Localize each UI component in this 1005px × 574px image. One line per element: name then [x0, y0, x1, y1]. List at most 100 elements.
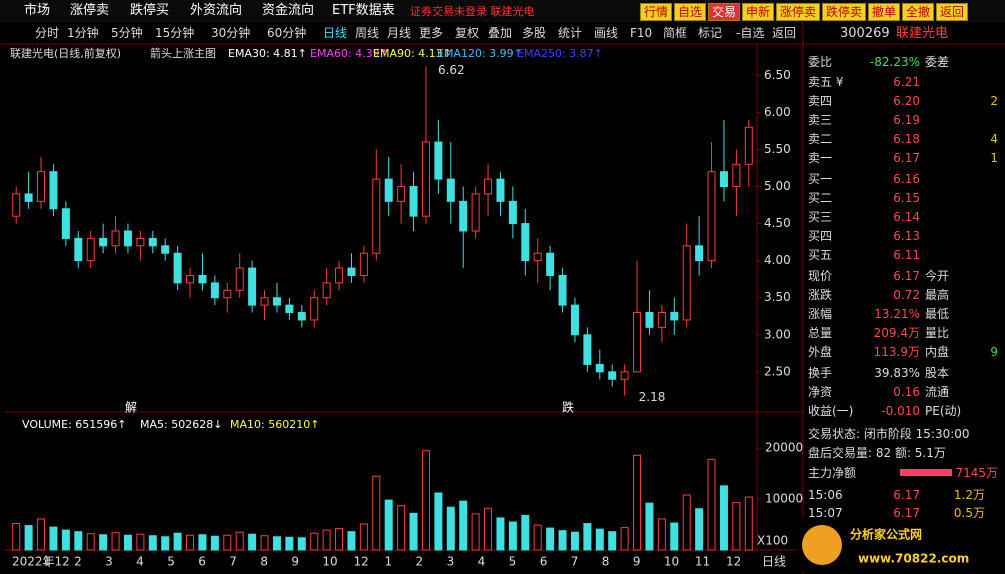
panel-cell: 6.13 — [893, 229, 920, 243]
candle-body — [235, 267, 244, 291]
candle-body — [633, 312, 642, 373]
candle-body — [595, 363, 604, 373]
menu-item[interactable]: 市场 — [24, 3, 51, 18]
toolbar-button[interactable]: 申新 — [742, 3, 775, 21]
ema-label: EMA60: 4.39↑ — [310, 47, 389, 60]
menu-item[interactable]: 涨停卖 — [70, 3, 110, 18]
candle-body — [645, 312, 654, 328]
volume-bar — [99, 534, 108, 551]
tool-button[interactable]: 叠加 — [488, 26, 513, 40]
x-tick-label: 5 — [509, 555, 517, 569]
x-tick-label: 2 — [74, 555, 82, 569]
toolbar-button[interactable]: 行情 — [640, 3, 673, 21]
stock-code: 300269 — [840, 26, 890, 41]
tool-button[interactable]: 画线 — [594, 26, 619, 40]
candle-body — [583, 334, 592, 365]
volume-bar — [695, 508, 704, 551]
x-tick-label: 4 — [136, 555, 144, 569]
tool-button[interactable]: 简框 — [663, 26, 688, 40]
volume-bar — [471, 513, 480, 551]
tool-button[interactable]: 复权 — [455, 26, 480, 40]
y-tick-label: 4.00 — [764, 253, 791, 267]
volume-bar — [409, 512, 418, 551]
toolbar-button[interactable]: 返回 — [936, 3, 969, 21]
tool-button[interactable]: 返回 — [772, 26, 797, 40]
x-tick-label: 3 — [447, 555, 455, 569]
candle-body — [620, 371, 629, 380]
candle-body — [608, 371, 617, 380]
ema-label: EMA30: 4.81↑ — [228, 47, 307, 60]
volume-bar — [24, 525, 33, 551]
x-tick-label: 8 — [602, 555, 610, 569]
volume-bar — [347, 531, 356, 551]
period-tab[interactable]: 更多 — [419, 26, 444, 40]
panel-cell: PE(动) — [925, 404, 962, 418]
ema-label: EMA90: 4.13↑ — [373, 47, 452, 60]
candle-body — [372, 178, 381, 254]
period-tab[interactable]: 周线 — [355, 26, 380, 40]
tool-button[interactable]: F10 — [630, 26, 653, 40]
candle-body — [285, 304, 294, 314]
period-tab[interactable]: 15分钟 — [155, 26, 195, 40]
candle-body — [719, 171, 728, 188]
toolbar-button[interactable]: 涨停卖 — [776, 3, 821, 21]
menu-item[interactable]: 跌停买 — [130, 3, 170, 18]
panel-cell: -0.010 — [881, 404, 920, 418]
volume-bar — [123, 534, 132, 551]
candle-body — [546, 252, 555, 276]
x-tick-label: 11 — [695, 555, 710, 569]
period-tab[interactable]: 60分钟 — [267, 26, 307, 40]
toolbar-button[interactable]: 撤单 — [868, 3, 901, 21]
volume-bar — [223, 534, 232, 551]
menu-item[interactable]: ETF数据表 — [332, 3, 395, 18]
candle-body — [74, 237, 83, 262]
tool-button[interactable]: 标记 — [698, 26, 723, 40]
volume-bar — [633, 454, 642, 551]
period-tab[interactable]: 1分钟 — [67, 26, 99, 40]
candle-body — [558, 274, 567, 306]
panel-cell: 涨幅 — [808, 307, 833, 321]
tool-button[interactable]: 统计 — [558, 26, 583, 40]
panel-cell: 卖一 — [808, 151, 833, 165]
volume-bar — [173, 532, 182, 551]
tool-button[interactable]: -自选 — [736, 26, 765, 40]
candle-body — [459, 200, 468, 232]
volume-bar — [260, 535, 269, 551]
tool-button[interactable]: 多股 — [522, 26, 547, 40]
menu-item[interactable]: 资金流向 — [262, 3, 315, 18]
period-tab[interactable]: 分时 — [35, 26, 60, 40]
volume-label: MA10: 560210↑ — [230, 418, 320, 431]
candle-body — [359, 252, 368, 276]
toolbar-button[interactable]: 跌停卖 — [822, 3, 867, 21]
panel-cell: 15:06 — [808, 488, 843, 502]
toolbar-button[interactable]: 自选 — [674, 3, 707, 21]
period-tab[interactable]: 5分钟 — [111, 26, 143, 40]
volume-bar — [111, 532, 120, 551]
candle-body — [61, 208, 70, 239]
x-tick-label: 9 — [291, 555, 299, 569]
candle-body — [521, 223, 530, 262]
volume-bar — [248, 533, 257, 551]
menu-item[interactable]: 外资流向 — [190, 3, 243, 18]
toolbar-button[interactable]: 全撤 — [902, 3, 935, 21]
volume-bar — [645, 502, 654, 551]
candle-body — [570, 304, 579, 336]
panel-cell: 209.4万 — [873, 326, 920, 340]
toolbar-button[interactable]: 交易 — [708, 3, 741, 21]
candle-body — [223, 289, 232, 299]
x-tick-label: 10 — [664, 555, 679, 569]
period-tab[interactable]: 30分钟 — [211, 26, 251, 40]
candle-body — [198, 274, 207, 284]
candle-body — [297, 312, 306, 321]
period-tab[interactable]: 日线 — [323, 26, 348, 40]
main-flow-label: 主力净额 — [808, 466, 857, 480]
candle-body — [446, 178, 455, 202]
volume-bar — [533, 524, 542, 551]
volume-bar — [719, 485, 728, 551]
volume-bar — [161, 536, 170, 551]
y-tick-label: 10000 — [765, 492, 803, 506]
panel-cell: 39.83% — [874, 366, 920, 380]
period-tab[interactable]: 月线 — [387, 26, 412, 40]
candle-body — [24, 193, 33, 202]
